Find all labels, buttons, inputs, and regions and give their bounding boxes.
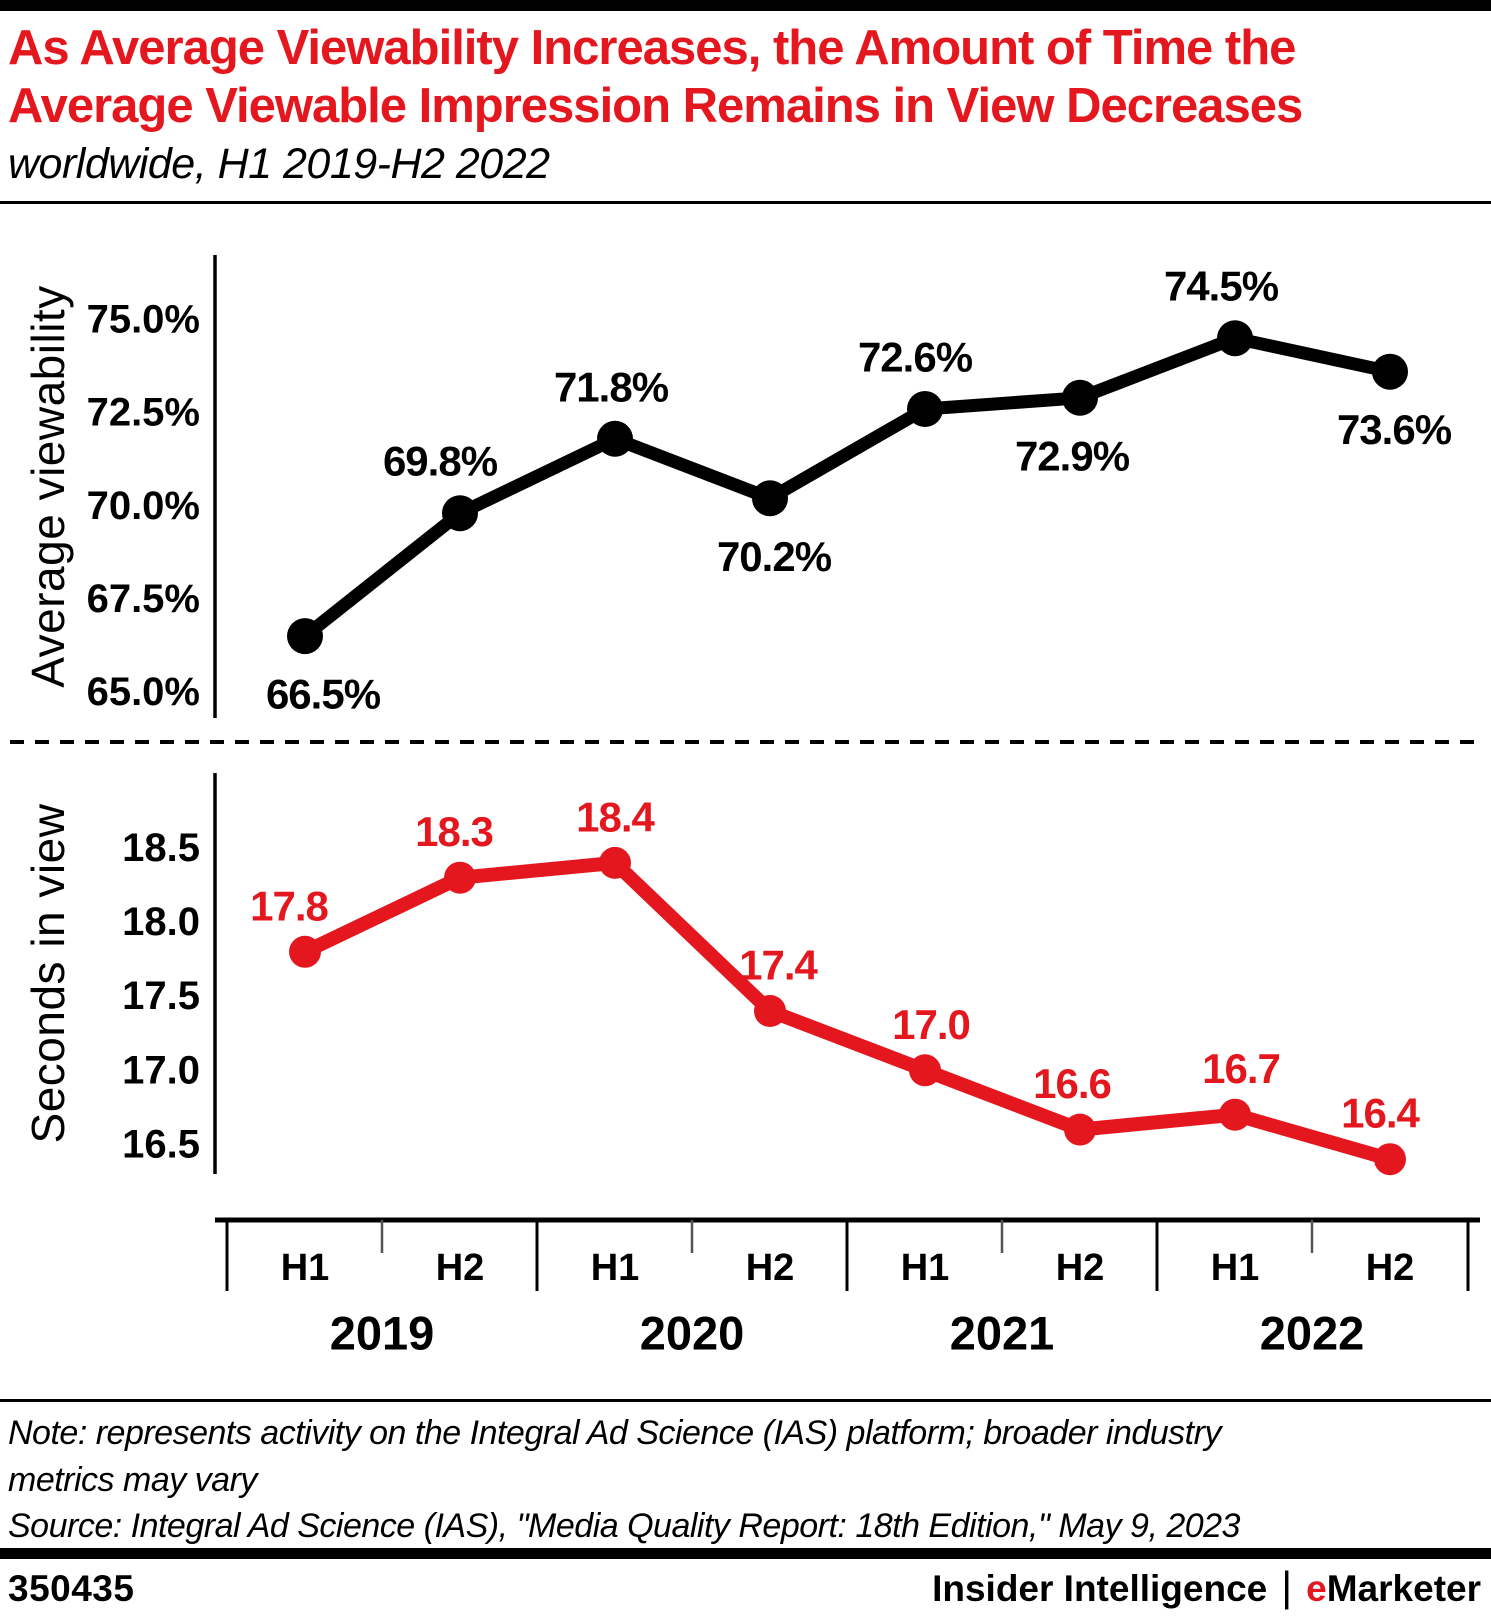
seconds-in-view-ytick-label: 16.5 [122,1122,200,1166]
seconds-in-view-point [909,1054,941,1087]
seconds-in-view-point [599,846,631,879]
chart-title-line2: Average Viewable Impression Remains in V… [8,78,1303,133]
seconds-in-view-point-label: 17.0 [892,1001,970,1048]
x-axis-half-label: H2 [1056,1247,1105,1289]
average-viewability-point [597,420,633,457]
average-viewability-point [442,495,478,532]
x-axis-year-label: 2020 [640,1307,745,1360]
x-axis-half-label: H2 [1366,1247,1415,1289]
average-viewability-line [298,331,1397,643]
x-axis-half-label: H2 [746,1247,795,1289]
seconds-in-view-point-label: 16.6 [1033,1060,1111,1107]
average-viewability-ytick-label: 70.0% [87,484,200,528]
chart-title: As Average Viewability Increases, the Am… [8,20,1488,136]
insider-intelligence-logo: Insider Intelligence [932,1568,1268,1609]
average-viewability-ytick-label: 72.5% [87,391,200,435]
footer: 350435 Insider Intelligence | eMarketer [8,1563,1481,1613]
seconds-in-view-ytick-label: 17.0 [122,1048,200,1092]
x-axis-year-label: 2022 [1260,1307,1365,1360]
seconds-in-view-ytick-label: 17.5 [122,974,200,1018]
seconds-in-view-point [444,861,476,894]
average-viewability-point-label: 66.5% [266,671,381,718]
brand-logos: Insider Intelligence | eMarketer [932,1563,1481,1613]
seconds-in-view-point-label: 16.4 [1341,1090,1420,1137]
source-text: Source: Integral Ad Science (IAS), "Medi… [8,1507,1240,1546]
x-axis-half-label: H1 [1211,1247,1260,1289]
seconds-in-view-point-label: 18.3 [415,808,493,855]
average-viewability-point-label: 69.8% [383,438,498,485]
seconds-in-view-point [1219,1098,1251,1131]
emarketer-logo: eMarketer [1306,1568,1481,1610]
header-divider-line [0,201,1491,204]
average-viewability-point [287,618,323,655]
seconds-in-view-ytick-label: 18.5 [122,826,200,870]
x-axis-half-label: H1 [281,1247,330,1289]
chart-title-line1: As Average Viewability Increases, the Am… [8,21,1296,75]
note-block: Note: represents activity on the Integra… [8,1410,1468,1550]
seconds-in-view-line [298,855,1397,1167]
average-viewability-ytick-label: 67.5% [87,577,200,621]
average-viewability-axis-title: Average viewability [22,285,74,687]
note-text-line1: Note: represents activity on the Integra… [8,1414,1221,1452]
seconds-in-view-point [1064,1113,1096,1146]
emarketer-e: e [1306,1568,1327,1609]
average-viewability-point-label: 72.6% [858,333,973,380]
seconds-in-view-point [754,995,786,1027]
note-text-line2: metrics may vary [8,1460,257,1499]
chart-id: 350435 [8,1568,135,1609]
seconds-in-view-point [289,935,321,968]
average-viewability-point [752,480,788,517]
average-viewability-point-label: 72.9% [1015,432,1130,479]
average-viewability-ytick-label: 75.0% [87,298,200,342]
average-viewability-point-label: 73.6% [1337,406,1452,453]
note-divider-line [0,1399,1491,1402]
average-viewability-point [1372,353,1408,390]
average-viewability-ytick-label: 65.0% [87,670,200,714]
seconds-in-view-point [1374,1143,1406,1176]
seconds-in-view-point-label: 17.4 [739,942,818,989]
seconds-in-view-point-label: 16.7 [1202,1045,1280,1092]
average-viewability-point-label: 70.2% [717,533,832,580]
average-viewability-point [1062,379,1098,416]
top-black-bar [0,0,1491,11]
brand-separator: | [1281,1563,1293,1610]
x-axis-half-label: H2 [436,1247,485,1289]
seconds-in-view-ytick-label: 18.0 [122,900,200,944]
x-axis-half-label: H1 [901,1247,950,1289]
seconds-in-view-point-label: 17.8 [250,882,328,929]
average-viewability-point-label: 71.8% [554,363,669,410]
emarketer-rest: Marketer [1326,1568,1481,1609]
x-axis-half-label: H1 [591,1247,640,1289]
x-axis-year-label: 2021 [950,1307,1055,1360]
seconds-in-view-axis-title: Seconds in view [22,803,74,1143]
average-viewability-point [1217,320,1253,357]
footer-black-bar [0,1548,1491,1559]
chart-subtitle: worldwide, H1 2019-H2 2022 [8,140,550,188]
average-viewability-point-label: 74.5% [1164,263,1279,310]
x-axis-year-label: 2019 [330,1307,435,1360]
seconds-in-view-point-label: 18.4 [576,793,655,840]
average-viewability-point [907,391,943,427]
